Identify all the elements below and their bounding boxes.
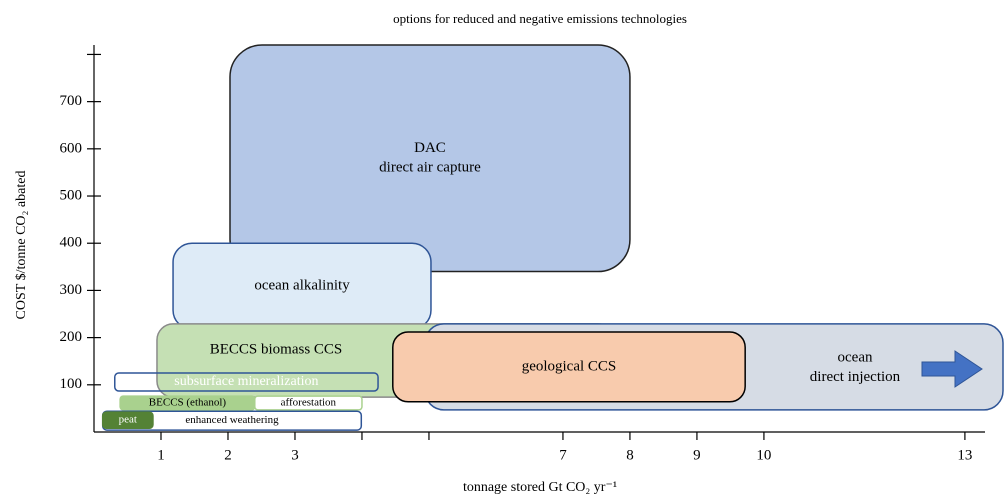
x-tick-label: 2 [224, 447, 232, 463]
region-label: BECCS (ethanol) [149, 397, 227, 409]
region [114, 372, 379, 392]
y-tick-label: 500 [60, 187, 83, 203]
region-label: direct air capture [379, 159, 481, 175]
x-tick-label: 13 [957, 447, 972, 463]
x-tick-label: 9 [693, 447, 701, 463]
region-label: ocean alkalinity [254, 278, 350, 294]
y-tick-label: 400 [60, 235, 83, 251]
region-label: ocean [838, 350, 873, 366]
x-tick-label: 8 [626, 447, 634, 463]
x-axis-label: tonnage stored Gt CO₂ yr⁻¹ [463, 480, 617, 495]
region [101, 411, 154, 429]
y-tick-label: 100 [60, 376, 83, 392]
x-tick-label: 10 [756, 447, 771, 463]
region-label: DAC [414, 140, 446, 156]
axes: 1 2 3 7 8 9 10 13 100 200 300 400 500 600 700 [60, 45, 985, 463]
region [392, 331, 746, 403]
region-label: geological CCS [522, 358, 617, 374]
region-label: direct injection [810, 369, 901, 385]
region-label: BECCS biomass CCS [210, 341, 343, 357]
y-tick-label: 200 [60, 329, 83, 345]
y-tick-label: 300 [60, 282, 83, 298]
region-label: enhanced weathering [185, 414, 279, 426]
y-tick-label: 600 [60, 140, 83, 156]
arrow [921, 350, 983, 388]
chart-title: options for reduced and negative emissio… [393, 11, 687, 26]
region-label: peat [119, 414, 137, 426]
y-tick-label: 700 [60, 93, 83, 109]
y-axis-label: COST $/tonne CO₂ abated [14, 171, 29, 320]
region [229, 44, 631, 273]
x-tick-label: 3 [291, 447, 299, 463]
x-tick-label: 7 [559, 447, 567, 463]
region-label: afforestation [281, 397, 337, 409]
x-tick-label: 1 [157, 447, 165, 463]
region-label: subsurface mineralization [174, 374, 318, 389]
regions: DAC direct air capture ocean alkalinity BEC… [101, 44, 1004, 431]
region [254, 395, 363, 411]
